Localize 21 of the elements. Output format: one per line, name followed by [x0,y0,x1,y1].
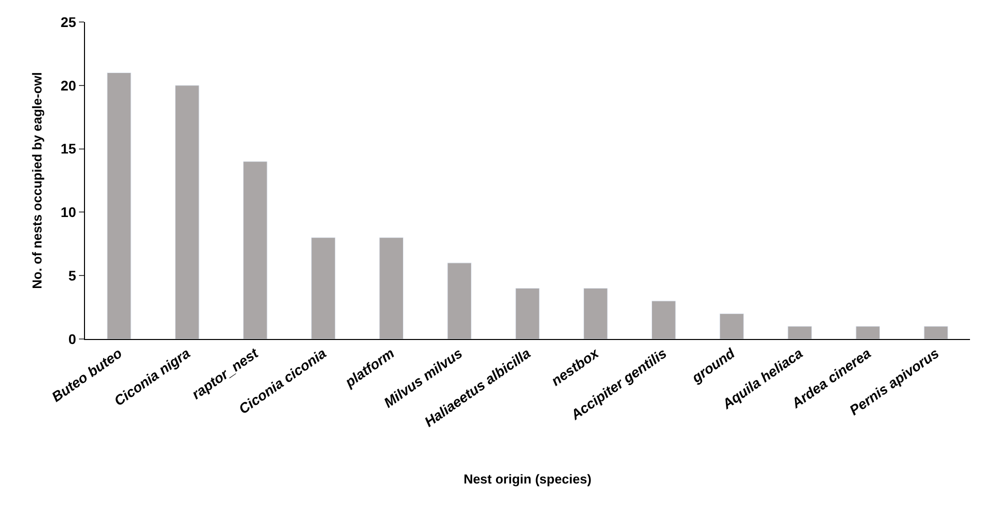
y-tick-label: 25 [60,14,76,30]
y-tick-label: 20 [60,77,76,94]
bar [174,85,200,339]
bar [924,326,948,339]
bar [106,72,132,339]
y-tick-label: 5 [68,268,76,284]
bar [788,326,812,339]
bar [515,288,540,339]
y-axis-title: No. of nests occupied by eagle-owl [30,72,45,289]
bar [379,237,404,339]
y-tick-label: 10 [60,204,76,220]
bar [447,262,472,339]
bar [583,288,608,339]
y-tick-label: 0 [68,330,76,347]
y-tick-label: 15 [60,140,76,157]
bar [243,161,268,339]
bar [856,326,880,339]
x-axis-title: Nest origin (species) [464,471,592,486]
bar [311,237,336,339]
bar [720,313,744,339]
bar [651,300,676,339]
